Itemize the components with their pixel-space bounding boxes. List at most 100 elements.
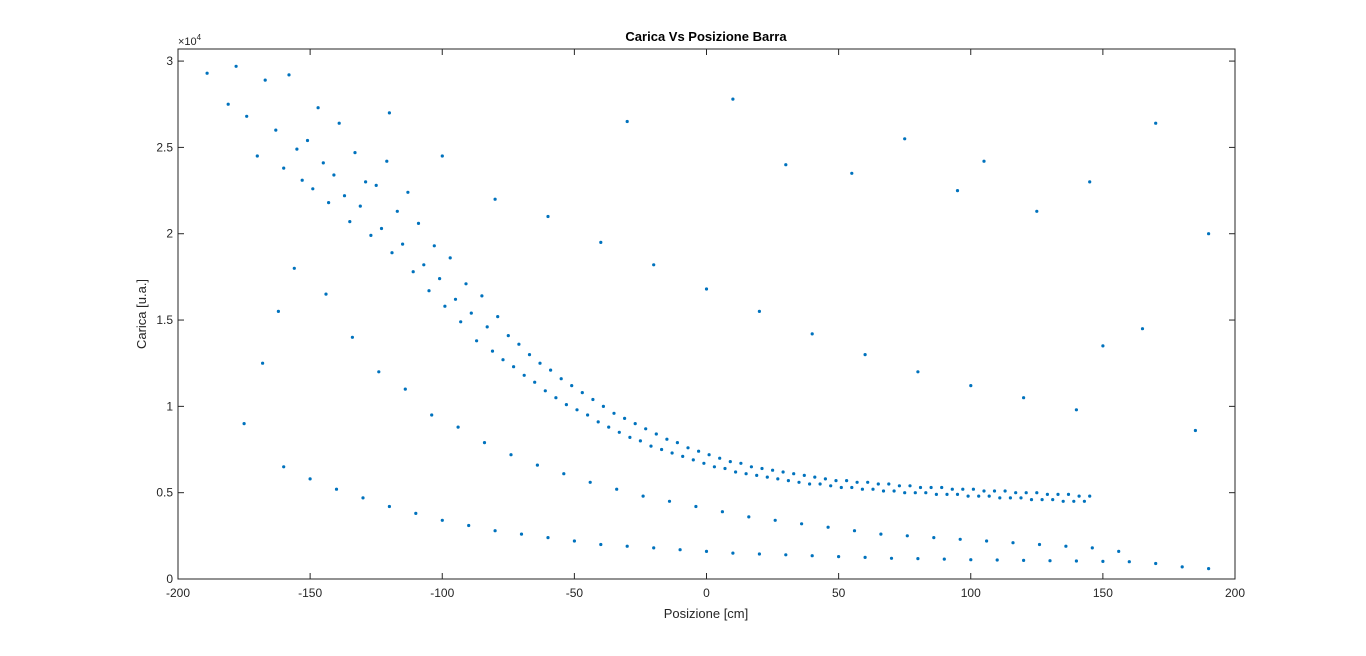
- data-point: [617, 430, 621, 434]
- data-point: [1090, 546, 1094, 550]
- data-point: [1154, 121, 1158, 125]
- data-point: [1064, 544, 1068, 548]
- data-point: [942, 557, 946, 561]
- data-point: [966, 494, 970, 498]
- data-point: [969, 558, 973, 562]
- y-tick-label: 1: [166, 399, 173, 413]
- data-point: [300, 178, 304, 182]
- data-point: [916, 370, 920, 374]
- data-point: [860, 487, 865, 491]
- data-point: [379, 226, 384, 231]
- data-point: [519, 532, 524, 536]
- data-point: [342, 194, 347, 198]
- data-point: [863, 555, 867, 560]
- data-point: [747, 515, 751, 519]
- data-point: [879, 532, 883, 536]
- data-point: [623, 416, 627, 420]
- data-point: [467, 523, 471, 528]
- data-point: [1066, 492, 1071, 496]
- data-point: [332, 173, 336, 177]
- data-point: [686, 446, 690, 450]
- data-point: [810, 554, 814, 558]
- data-point: [987, 494, 991, 498]
- data-point: [781, 470, 785, 474]
- data-point: [955, 189, 960, 193]
- data-point: [554, 396, 558, 400]
- data-point: [718, 456, 722, 460]
- data-point: [712, 465, 717, 469]
- data-point: [665, 437, 669, 441]
- data-point: [1101, 344, 1105, 348]
- data-point: [282, 166, 286, 170]
- data-point: [377, 370, 381, 374]
- data-point: [837, 555, 841, 559]
- data-point: [971, 487, 976, 491]
- data-point: [295, 147, 299, 151]
- data-point: [834, 479, 838, 483]
- data-point: [728, 460, 732, 464]
- data-point: [892, 489, 896, 493]
- y-axis-exponent: ×104: [178, 33, 202, 48]
- data-point: [749, 465, 754, 469]
- data-point: [456, 425, 460, 429]
- data-point: [1072, 499, 1076, 503]
- data-point: [771, 468, 775, 472]
- data-point: [496, 315, 500, 319]
- data-point: [535, 463, 540, 467]
- data-point: [866, 480, 870, 484]
- data-point: [826, 525, 830, 529]
- data-point: [543, 389, 547, 393]
- data-point: [998, 496, 1002, 500]
- y-tick-label: 0.5: [156, 486, 173, 500]
- data-point: [995, 558, 999, 562]
- data-point: [430, 413, 434, 417]
- data-point: [982, 159, 986, 163]
- x-tick-label: 100: [961, 586, 981, 600]
- data-point: [755, 473, 759, 477]
- data-point: [311, 187, 315, 191]
- data-point: [704, 287, 709, 291]
- data-point: [905, 534, 909, 538]
- data-point: [776, 477, 780, 481]
- data-point: [485, 325, 489, 329]
- data-point: [517, 342, 521, 346]
- svg-text:×104: ×104: [178, 33, 202, 48]
- data-point: [327, 201, 331, 205]
- data-point: [358, 204, 362, 208]
- data-point: [852, 529, 857, 533]
- data-point: [871, 487, 875, 491]
- data-point: [845, 479, 849, 483]
- data-point: [808, 482, 812, 486]
- data-point: [403, 387, 407, 391]
- data-point: [934, 492, 939, 496]
- data-point: [897, 484, 902, 488]
- data-point: [1022, 558, 1026, 563]
- data-point: [641, 494, 645, 498]
- data-point: [276, 309, 280, 313]
- data-point: [929, 485, 933, 490]
- x-axis-label: Posizione [cm]: [664, 606, 749, 621]
- data-point: [982, 489, 986, 493]
- data-point: [427, 289, 431, 293]
- y-exponent-power: 4: [197, 33, 202, 42]
- data-point: [1154, 561, 1158, 566]
- data-point: [654, 432, 658, 436]
- data-point: [950, 487, 954, 491]
- data-point: [1101, 559, 1105, 564]
- data-point: [1037, 542, 1042, 547]
- data-point: [660, 447, 664, 452]
- data-point: [292, 266, 296, 270]
- x-tick-label: -50: [566, 586, 584, 600]
- data-point: [263, 78, 267, 82]
- data-point: [784, 163, 788, 167]
- data-point: [958, 537, 962, 541]
- data-point: [850, 485, 854, 490]
- data-point: [913, 491, 917, 495]
- data-point: [1035, 491, 1039, 495]
- data-point: [813, 475, 817, 479]
- data-point: [607, 425, 611, 429]
- data-point: [1011, 541, 1015, 545]
- data-point: [670, 451, 674, 455]
